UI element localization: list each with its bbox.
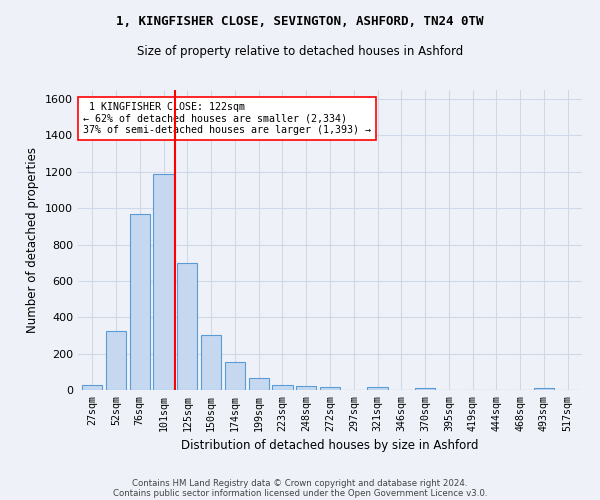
- Text: 1, KINGFISHER CLOSE, SEVINGTON, ASHFORD, TN24 0TW: 1, KINGFISHER CLOSE, SEVINGTON, ASHFORD,…: [116, 15, 484, 28]
- Bar: [201, 336, 221, 390]
- Bar: [248, 378, 269, 390]
- Bar: [154, 174, 173, 390]
- Bar: [534, 388, 554, 390]
- Y-axis label: Number of detached properties: Number of detached properties: [26, 147, 40, 333]
- Bar: [82, 386, 103, 390]
- Bar: [225, 362, 245, 390]
- Bar: [106, 331, 126, 390]
- Bar: [272, 384, 293, 390]
- X-axis label: Distribution of detached houses by size in Ashford: Distribution of detached houses by size …: [181, 439, 479, 452]
- Bar: [296, 386, 316, 390]
- Bar: [415, 388, 435, 390]
- Bar: [367, 388, 388, 390]
- Bar: [320, 388, 340, 390]
- Text: Contains HM Land Registry data © Crown copyright and database right 2024.: Contains HM Land Registry data © Crown c…: [132, 478, 468, 488]
- Text: 1 KINGFISHER CLOSE: 122sqm
← 62% of detached houses are smaller (2,334)
37% of s: 1 KINGFISHER CLOSE: 122sqm ← 62% of deta…: [83, 102, 371, 135]
- Text: Contains public sector information licensed under the Open Government Licence v3: Contains public sector information licen…: [113, 488, 487, 498]
- Bar: [130, 214, 150, 390]
- Bar: [177, 262, 197, 390]
- Text: Size of property relative to detached houses in Ashford: Size of property relative to detached ho…: [137, 45, 463, 58]
